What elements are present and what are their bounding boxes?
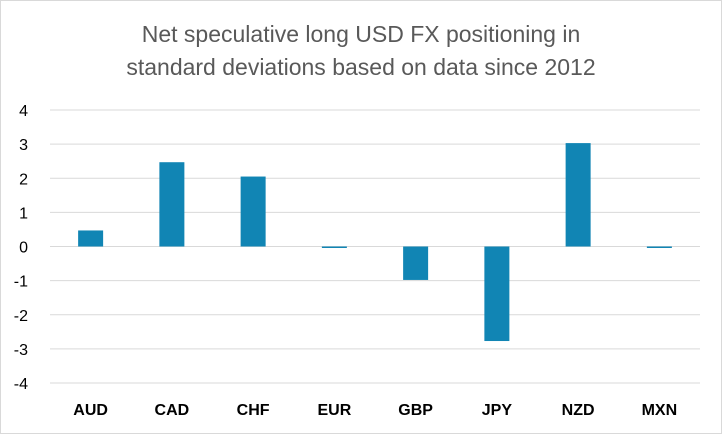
x-category-label: NZD [562,402,595,419]
y-axis-ticks: 4 3 2 1 0 -1 -2 -3 -4 [14,103,28,393]
x-category-label: MXN [642,402,678,419]
y-tick-label: -1 [14,274,28,291]
bar-cad [159,162,185,247]
chart-title: Net speculative long USD FX positioning … [0,18,722,84]
bar-eur [321,246,347,248]
x-category-label: EUR [317,402,351,419]
x-category-label: AUD [73,402,108,419]
y-tick-label: 3 [19,137,28,154]
x-category-label: GBP [398,402,433,419]
x-category-label: JPY [482,402,513,419]
bar-mxn [646,246,672,248]
bar-gbp [403,246,429,280]
y-tick-label: -4 [14,376,28,393]
bars [78,143,672,342]
y-tick-label: 0 [19,240,28,257]
y-tick-label: 4 [19,103,28,120]
y-tick-label: 1 [19,205,28,222]
chart-title-line-1: Net speculative long USD FX positioning … [141,21,581,47]
x-category-label: CHF [237,402,270,419]
chart-title-line-2: standard deviations based on data since … [126,54,596,80]
y-tick-label: 2 [19,171,28,188]
bar-jpy [484,246,510,342]
y-tick-label: -3 [14,342,28,359]
bar-nzd [565,143,591,247]
y-tick-label: -2 [14,308,28,325]
x-category-label: CAD [155,402,190,419]
bar-aud [78,230,104,247]
gridlines [50,109,700,384]
x-axis-categories: AUD CAD CHF EUR GBP JPY NZD MXN [73,402,677,419]
bar-chf [240,176,266,247]
